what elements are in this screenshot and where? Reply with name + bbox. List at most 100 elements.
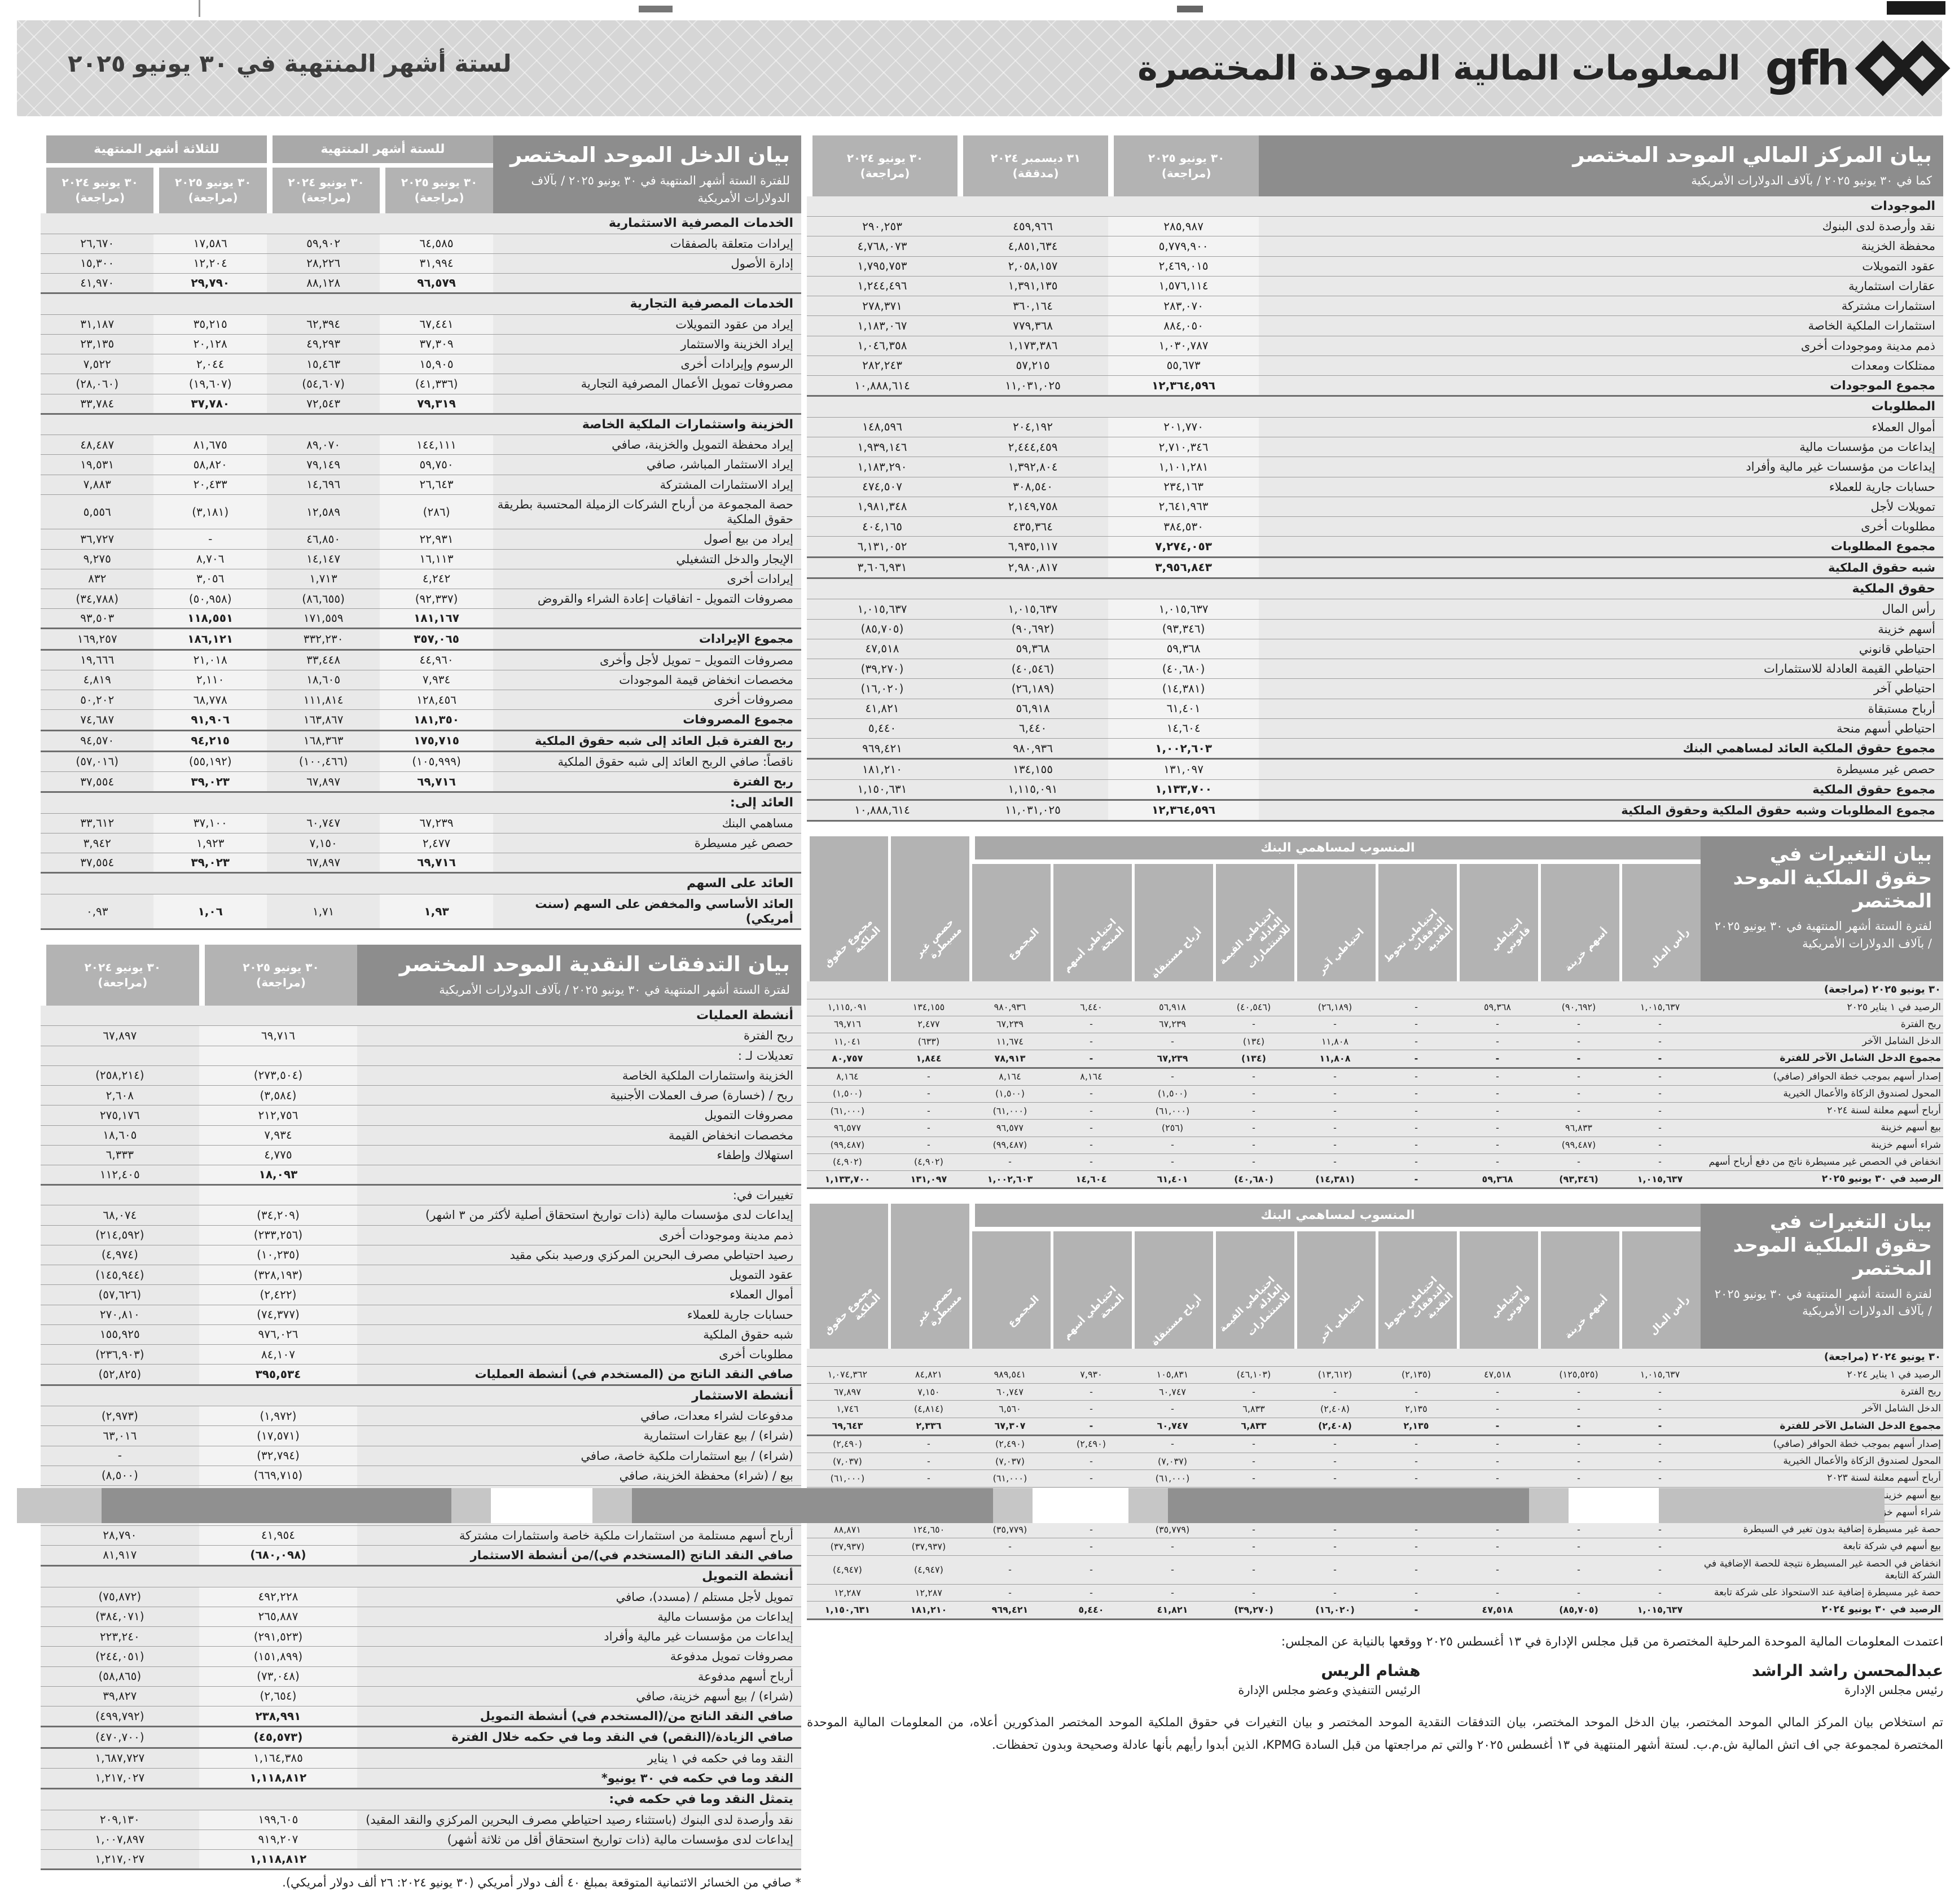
section-header-row: العائد إلى: [41, 793, 801, 814]
section-header-row: أنشطة التمويل [41, 1567, 801, 1587]
table-row: نقد وأرصدة لدى البنوك (باستثناء رصيد احت… [41, 1810, 801, 1830]
approval-line: اعتمدت المعلومات المالية الموحدة المرحلي… [807, 1635, 1943, 1649]
table-row: المحول لصندوق الزكاة والأعمال الخيرية---… [807, 1086, 1943, 1103]
table-row: صافي النقد الناتج من/(المستخدم في) أنشطة… [41, 1706, 801, 1727]
column-header: أسهم خزينة [1538, 864, 1619, 981]
section-header-row: المطلوبات [807, 397, 1943, 418]
column-header: ٣٠ يونيو ٢٠٢٤(مراجعة) [41, 945, 199, 1006]
column-group-header: المنسوب لمساهمي البنك [969, 1204, 1701, 1231]
section-header-row: الخدمات المصرفية التجارية [41, 294, 801, 315]
section-header-row: أنشطة الاستثمار [41, 1386, 801, 1407]
column-header: ٣٠ يونيو ٢٠٢٤(مراجعة) [41, 168, 153, 213]
table-row: رصيد احتياطي مصرف البحرين المركزي ورصيد … [41, 1245, 801, 1265]
table-row: ربح / (خسارة) صرف العملات الأجنبية(٣,٥٨٤… [41, 1086, 801, 1105]
table-row: احتياطي القيمة العادلة للاستثمارات(٤٠,٦٨… [807, 659, 1943, 679]
equity-changes-statement-2025: بيان التغيرات في حقوق الملكية الموحد الم… [807, 836, 1943, 1189]
table-row: ناقصاً: صافي الربح العائد إلى شبه حقوق ا… [41, 752, 801, 772]
footer-block [1168, 1488, 1529, 1523]
footer-block [102, 1488, 451, 1523]
table-row: حصة المجموعة من أرباح الشركات الزميلة ال… [41, 495, 801, 530]
signatory-title: الرئيس التنفيذي وعضو مجلس الإدارة [898, 1683, 1420, 1697]
table-row: أرباح أسهم مستلمة من استثمارات ملكية خاص… [41, 1526, 801, 1546]
table-row: العائد الأساسي والمخفض على السهم (سنت أم… [41, 894, 801, 931]
table-row: أرباح أسهم مدفوعة(٧٣,٠٤٨)(٥٨,٨٦٥) [41, 1667, 801, 1687]
signatory-name: هشام الريس [898, 1661, 1420, 1680]
report-header: gfh المعلومات المالية الموحدة المختصرة ل… [17, 20, 1942, 116]
column-header: احتياطي تحوط التدفقات النقدية [1376, 1231, 1457, 1349]
column-header: احتياطي قانوني [1457, 1231, 1538, 1349]
section-header-row: أنشطة العمليات [41, 1006, 801, 1026]
footer-block [1033, 1488, 1128, 1523]
signatory-title: رئيس مجلس الإدارة [1421, 1683, 1943, 1697]
footer-block [1569, 1488, 1659, 1523]
signature-ceo: هشام الريس الرئيس التنفيذي وعضو مجلس الإ… [898, 1661, 1420, 1697]
gfh-logo: gfh [1765, 45, 1923, 92]
table-row: إيداعات من مؤسسات غير مالية وأفراد(٢٩١,٥… [41, 1627, 801, 1647]
table-row: الخزينة واستثمارات الملكية الخاصة(٢٧٣,٥٠… [41, 1066, 801, 1086]
table-row: صافي النقد الناتج من (المستخدم في) أنشطة… [41, 1365, 801, 1385]
column-header: حصص غير مسيطرة [888, 836, 969, 981]
page-bottom-remnant [17, 1488, 1942, 1523]
column-header: ٣٠ يونيو ٢٠٢٤(مراجعة) [267, 168, 380, 213]
column-header: ٣٠ يونيو ٢٠٢٥(مراجعة) [153, 168, 266, 213]
table-row: (شراء) / بيع أسهم خزينة، صافي(٢,٦٥٤)٣٩,٨… [41, 1687, 801, 1706]
table-row: تغييرات في: [41, 1186, 801, 1205]
footer-block [1128, 1488, 1168, 1523]
top-glyph-mark [1177, 6, 1203, 12]
column-header: ٣٠ يونيو ٢٠٢٤(مراجعة) [807, 135, 957, 196]
table-row: إيداعات لدى مؤسسات مالية (ذات تواريخ است… [41, 1205, 801, 1225]
table-row: بيع / (شراء) محفظة الخزينة، صافي(٦٦٩,٧١٥… [41, 1466, 801, 1486]
table-row: الدخل الشامل الآخر----١١,٨٠٨(١٣٤)--١١,٦٧… [807, 1033, 1943, 1050]
table-row: حصة غير مسيطرة إضافية عند الاستحواذ على … [807, 1585, 1943, 1602]
table-row: انخفاض في الحصص غير مسيطرة ناتج من دفع أ… [807, 1154, 1943, 1171]
section-header-row: العائد على السهم [41, 874, 801, 894]
derivation-paragraph: تم استخلاص بيان المركز المالي الموحد الم… [807, 1712, 1943, 1758]
page-title: المعلومات المالية الموحدة المختصرة [1137, 49, 1740, 88]
column-header: أسهم خزينة [1538, 1231, 1619, 1349]
section-header-row: الموجودات [807, 196, 1943, 217]
footer-block [1659, 1488, 1885, 1523]
section-header-row: يتمثل النقد وما في حكمه في: [41, 1789, 801, 1810]
table-row: مجموع الدخل الشامل الآخر للفترة---٢,١٣٥(… [807, 1418, 1943, 1436]
top-glyph-mark [639, 6, 673, 12]
table-row: مصروفات التمويل - اتفاقيات إعادة الشراء … [41, 589, 801, 609]
table-row: مجموع المطلوبات وشبه حقوق الملكية وحقوق … [807, 801, 1943, 822]
column-header: أرباح مستبقاة [1132, 1231, 1213, 1349]
